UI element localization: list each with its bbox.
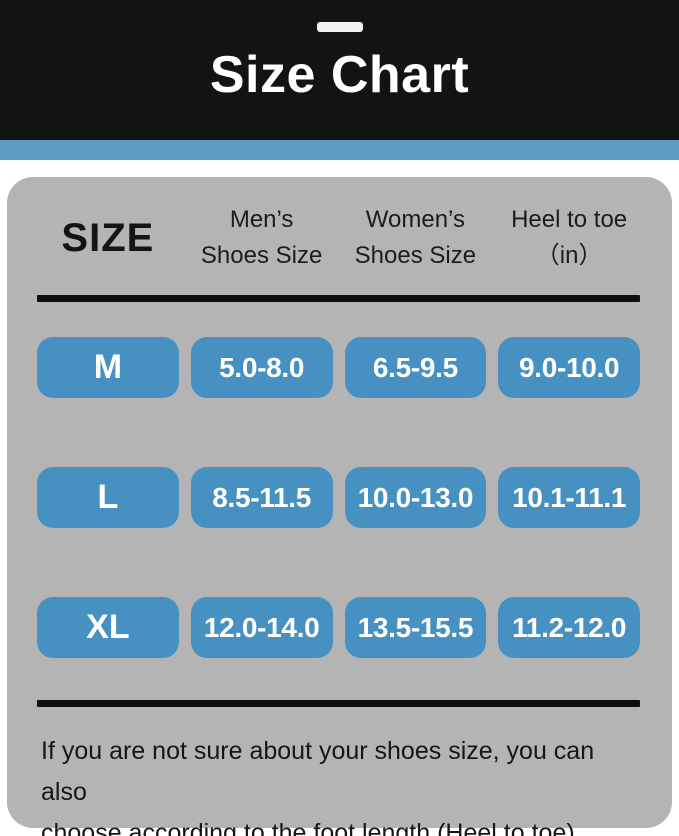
value-badge-womens: 6.5-9.5 (344, 337, 487, 398)
column-header-womens: Women’s Shoes Size (345, 202, 487, 274)
column-header-womens-line1: Women’s (365, 206, 465, 233)
footer-note-line2: choose according to the foot length (Hee… (41, 819, 589, 836)
table-row-l: L 8.5-11.5 10.0-13.0 10.1-11.1 (37, 467, 640, 528)
value-badge-mens: 12.0-14.0 (190, 597, 333, 658)
value-badge-womens: 13.5-15.5 (344, 597, 487, 658)
page-title: Size Chart (209, 46, 470, 104)
size-badge: M (37, 337, 179, 398)
value-badge-womens: 10.0-13.0 (344, 467, 487, 528)
value-badge-heel: 9.0-10.0 (498, 337, 640, 398)
column-header-mens-line2: Shoes Size (200, 242, 323, 269)
table-row-xl: XL 12.0-14.0 13.5-15.5 11.2-12.0 (37, 597, 640, 658)
column-header-mens: Men’s Shoes Size (191, 202, 333, 274)
footer-divider (37, 700, 640, 707)
footer-note-line1: If you are not sure about your shoes siz… (41, 737, 595, 806)
value-badge-mens: 5.0-8.0 (190, 337, 333, 398)
column-header-womens-line2: Shoes Size (354, 242, 477, 269)
header-divider (37, 295, 640, 302)
column-header-heel: Heel to toe （in） (498, 202, 640, 274)
accent-bar (0, 140, 679, 160)
title-dash-icon (316, 22, 363, 32)
value-badge-heel: 11.2-12.0 (498, 597, 640, 658)
size-chart-card: SIZE Men’s Shoes Size Women’s Shoes Size… (7, 177, 672, 836)
size-badge: XL (37, 597, 179, 658)
spacer (0, 160, 679, 177)
size-column-header: SIZE (61, 215, 155, 260)
header-banner: Size Chart (0, 0, 679, 140)
size-badge: L (37, 467, 179, 528)
table-header-row: SIZE Men’s Shoes Size Women’s Shoes Size… (37, 201, 640, 275)
value-badge-mens: 8.5-11.5 (190, 467, 333, 528)
table-row-m: M 5.0-8.0 6.5-9.5 9.0-10.0 (37, 337, 640, 398)
column-header-mens-line1: Men’s (229, 206, 294, 233)
column-header-heel-line2: （in） (535, 242, 603, 269)
footer-note: If you are not sure about your shoes siz… (37, 731, 640, 836)
column-header-heel-line1: Heel to toe (511, 206, 628, 233)
value-badge-heel: 10.1-11.1 (498, 467, 640, 528)
